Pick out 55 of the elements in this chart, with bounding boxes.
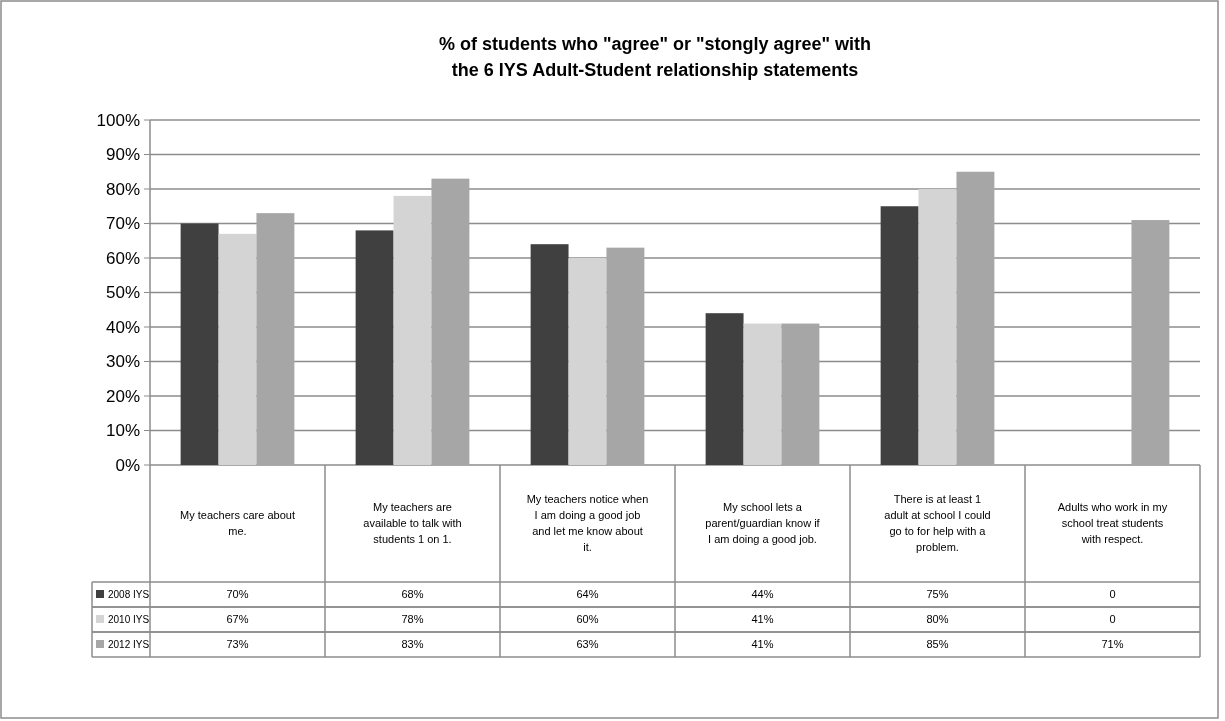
- bar: [431, 178, 470, 465]
- data-label: 80%: [926, 613, 949, 626]
- legend-label: 2010 IYS: [108, 614, 150, 625]
- bar: [606, 247, 645, 465]
- legend-label: 2012 IYS: [108, 639, 150, 650]
- data-label: 67%: [226, 613, 249, 626]
- bar: [256, 213, 295, 465]
- bar: [530, 244, 569, 465]
- data-label: 41%: [751, 638, 774, 651]
- data-label: 0: [1109, 613, 1116, 626]
- x-tick-label: My school lets a parent/guardian know if I am doing a good job.: [705, 501, 821, 546]
- y-tick-label: 60%: [105, 248, 140, 268]
- data-label: 64%: [576, 588, 599, 601]
- bar: [781, 323, 820, 465]
- y-tick-label: 10%: [105, 421, 140, 441]
- y-tick-label: 50%: [105, 283, 140, 303]
- y-tick-label: 0%: [115, 455, 140, 475]
- bar: [705, 313, 744, 465]
- y-tick-label: 90%: [105, 145, 140, 165]
- data-label: 75%: [926, 588, 949, 601]
- data-label: 0: [1109, 588, 1116, 601]
- data-label: 41%: [751, 613, 774, 626]
- x-tick-label: My teachers notice when I am doing a good job and let me know about it.: [526, 493, 649, 554]
- data-label: 63%: [576, 638, 599, 651]
- bar: [956, 171, 995, 465]
- data-label: 73%: [226, 638, 249, 651]
- y-tick-label: 40%: [105, 317, 140, 337]
- bar: [180, 223, 219, 465]
- bar: [1131, 220, 1170, 465]
- chart-title: % of students who "agree" or "stongly agree" with the 6 IYS Adult-Student relationship statements: [438, 34, 872, 80]
- x-tick-label: My teachers care about me.: [180, 509, 295, 538]
- data-label: 60%: [576, 613, 599, 626]
- data-label: 68%: [401, 588, 424, 601]
- x-tick-label: Adults who work in my school treat students with respect.: [1057, 501, 1168, 546]
- bar: [393, 195, 432, 465]
- data-label: 44%: [751, 588, 774, 601]
- y-tick-label: 20%: [105, 386, 140, 406]
- x-tick-label: My teachers are available to talk with students 1 on 1.: [363, 501, 462, 546]
- x-tick-label: There is at least 1 adult at school I could go to for help with a problem.: [884, 493, 991, 554]
- data-label: 70%: [226, 588, 249, 601]
- bar: [918, 189, 957, 465]
- y-tick-label: 70%: [105, 214, 140, 234]
- data-label: 71%: [1101, 638, 1124, 651]
- y-tick-label: 30%: [105, 352, 140, 372]
- y-tick-label: 80%: [105, 179, 140, 199]
- bar: [880, 206, 919, 465]
- bar: [355, 230, 394, 465]
- bar: [743, 323, 782, 465]
- data-label: 83%: [401, 638, 424, 651]
- data-label: 78%: [401, 613, 424, 626]
- bar: [218, 233, 257, 465]
- legend-label: 2008 IYS: [108, 589, 150, 600]
- y-tick-label: 100%: [96, 110, 140, 130]
- bar: [568, 258, 607, 465]
- data-label: 85%: [926, 638, 949, 651]
